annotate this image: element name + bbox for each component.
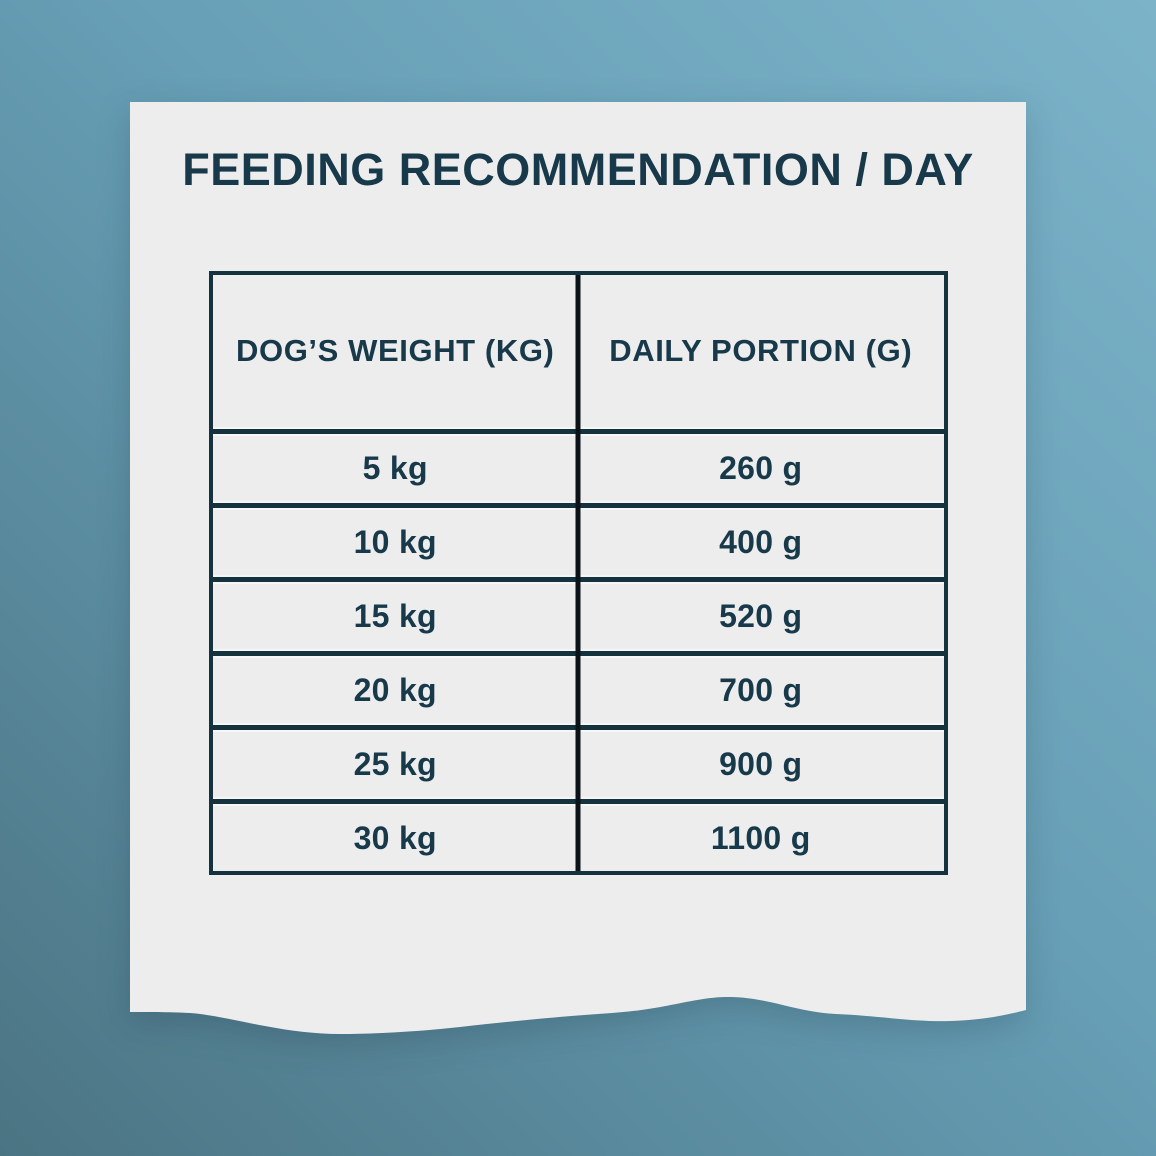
page-title: FEEDING RECOMMENDATION / DAY xyxy=(182,144,974,195)
portion-cell: 400 g xyxy=(719,524,803,560)
feeding-table: DOG’S WEIGHT (KG) DAILY PORTION (G) 5 kg… xyxy=(208,271,948,875)
weight-cell: 20 kg xyxy=(353,672,437,708)
weight-cell: 15 kg xyxy=(353,598,437,634)
header-cell-portion: DAILY PORTION (G) xyxy=(609,333,913,368)
column-divider xyxy=(575,275,581,871)
portion-cell: 1100 g xyxy=(710,820,811,856)
portion-cell: 900 g xyxy=(719,746,803,782)
label-panel: FEEDING RECOMMENDATION / DAY DOG’S WEIGH… xyxy=(130,102,1026,995)
portion-cell: 520 g xyxy=(719,598,803,634)
header-cell-weight: DOG’S WEIGHT (KG) xyxy=(236,333,555,368)
weight-cell: 5 kg xyxy=(362,450,428,486)
weight-cell: 30 kg xyxy=(353,820,437,856)
portion-cell: 260 g xyxy=(719,450,803,486)
torn-paper-edge xyxy=(130,994,1026,1034)
paper-sheet: FEEDING RECOMMENDATION / DAY DOG’S WEIGH… xyxy=(130,102,1026,1034)
weight-cell: 10 kg xyxy=(353,524,437,560)
portion-cell: 700 g xyxy=(719,672,803,708)
weight-cell: 25 kg xyxy=(353,746,437,782)
